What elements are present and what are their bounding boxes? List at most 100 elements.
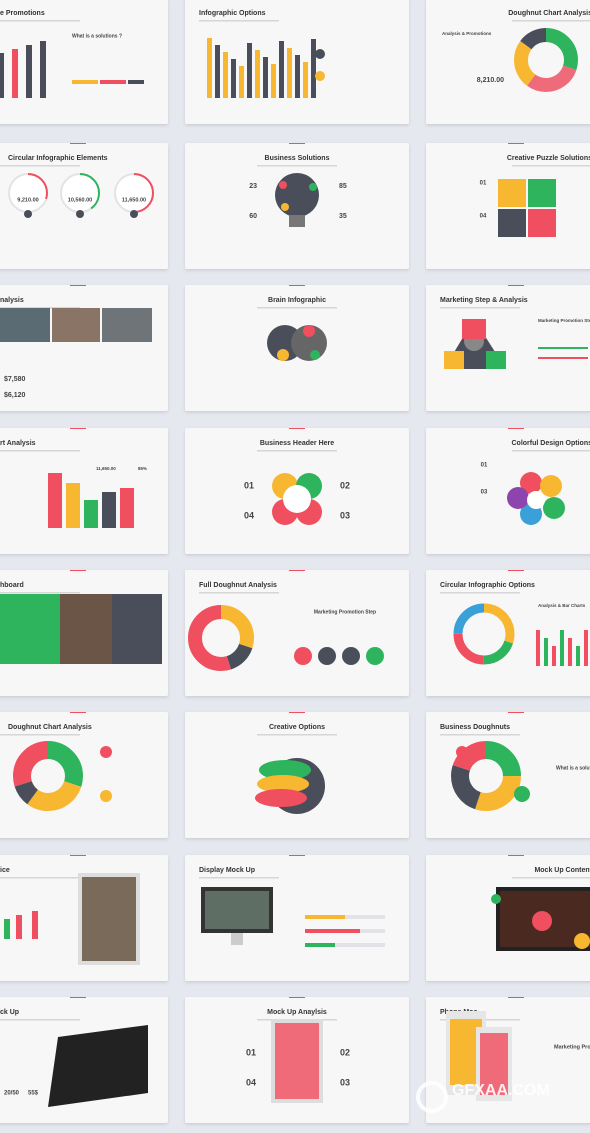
subtitle-line [0, 450, 80, 452]
shape [100, 790, 112, 802]
slide-title: Circular Infographic Options [440, 582, 535, 589]
slide-label: 85% [138, 466, 147, 471]
shape [84, 500, 98, 528]
shape [0, 594, 60, 664]
slide-label: 02 [340, 1047, 350, 1057]
donut-segment [13, 741, 83, 811]
donut-segment [453, 603, 515, 665]
accent-line [70, 712, 86, 713]
slide-label: 85 [339, 183, 347, 190]
shape [444, 351, 464, 369]
accent-line [289, 997, 305, 998]
slide-title: Creative Puzzle Solutions [507, 155, 590, 162]
slide-title: hboard [0, 582, 24, 589]
slide-title: Business Header Here [260, 440, 334, 447]
shape [491, 894, 501, 904]
slide-card [185, 855, 409, 981]
shape [568, 638, 572, 666]
shape [315, 71, 325, 81]
shape [100, 746, 112, 758]
accent-line [70, 855, 86, 856]
slide-title: rt Analysis [0, 440, 36, 447]
shape [231, 933, 243, 945]
slide-label: 35 [339, 213, 347, 220]
subtitle-line [0, 165, 80, 167]
shape [247, 43, 252, 98]
slide-title: Business Solutions [265, 155, 330, 162]
shape [82, 877, 136, 961]
shape [263, 57, 268, 98]
shape [552, 646, 556, 666]
shape [48, 1025, 148, 1107]
shape [342, 647, 360, 665]
donut-segment [188, 605, 254, 671]
shape [303, 325, 315, 337]
slide-label: 01 [246, 1047, 256, 1057]
slide-title: Mock Up Content [534, 867, 590, 874]
accent-line [70, 570, 86, 571]
shape [536, 630, 540, 666]
shape [527, 491, 545, 509]
accent-line [508, 712, 524, 713]
slide-card [0, 0, 168, 124]
shape [112, 594, 162, 664]
donut-segment [60, 173, 100, 213]
slide-title: Creative Options [269, 724, 325, 731]
slide-title: Doughnut Chart Analysis [508, 10, 590, 17]
shape [16, 915, 22, 939]
shape [279, 181, 287, 189]
shape [305, 943, 385, 947]
subtitle-line [199, 877, 279, 879]
shape [303, 62, 308, 98]
shape [318, 647, 336, 665]
accent-line [289, 285, 305, 286]
shape [289, 215, 305, 227]
shape [528, 209, 556, 237]
slide-label: Marketing Promotion Step [538, 318, 590, 323]
shape [538, 357, 588, 359]
shape [584, 630, 588, 666]
shape [24, 210, 32, 218]
slide-label: 04 [246, 1077, 256, 1087]
shape [26, 45, 32, 98]
slide-label: Analysis & Promotions [442, 31, 492, 36]
shape [257, 775, 309, 793]
accent-line [289, 712, 305, 713]
shape [281, 203, 289, 211]
slide-title: ck Up [0, 1009, 19, 1016]
shape [305, 929, 360, 933]
shape [259, 760, 311, 780]
shape [311, 39, 316, 98]
slide-card [185, 570, 409, 696]
slide-card [426, 428, 590, 554]
shape [309, 183, 317, 191]
shape [576, 646, 580, 666]
shape [48, 473, 62, 528]
slide-label: Marketing Promotion Step [314, 609, 376, 615]
shape [294, 647, 312, 665]
donut-segment [8, 173, 48, 213]
subtitle-line [257, 450, 337, 452]
subtitle-line [0, 877, 80, 879]
shape [507, 487, 529, 509]
slide-label: 03 [340, 1077, 350, 1087]
shape [102, 492, 116, 528]
accent-line [289, 570, 305, 571]
shape [486, 351, 506, 369]
slide-label: 20/50 [4, 1091, 20, 1097]
slide-label: 55$ [28, 1091, 39, 1097]
accent-line [508, 285, 524, 286]
subtitle-line [440, 734, 520, 736]
slide-label: Marketing Promotion [554, 1044, 590, 1050]
slide-label: 02 [340, 480, 350, 490]
slide-label: 9,210.00 [17, 197, 38, 203]
donut-segment [453, 603, 515, 665]
shape [366, 647, 384, 665]
slide-label: $7,580 [4, 376, 26, 383]
shape [231, 59, 236, 98]
shape [279, 41, 284, 98]
slide-title: Display Mock Up [199, 867, 255, 874]
shape [283, 485, 311, 513]
shape [239, 66, 244, 98]
